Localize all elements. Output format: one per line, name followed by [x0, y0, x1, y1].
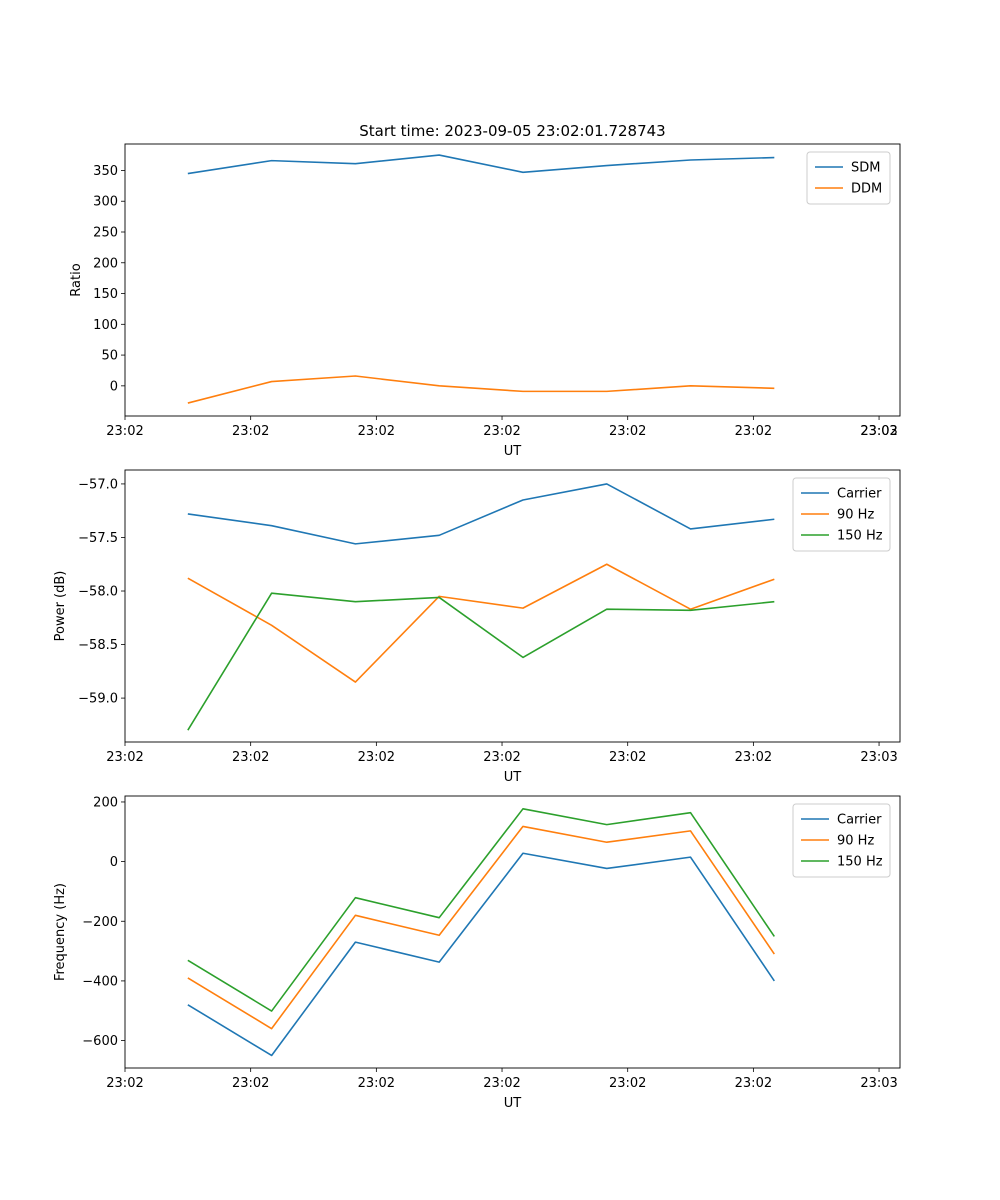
x-tick-label: 23:02	[106, 750, 143, 765]
legend-label: DDM	[851, 182, 882, 197]
series-line-150-hz	[187, 592, 775, 731]
legend-box	[792, 477, 891, 552]
legend-label: 150 Hz	[837, 855, 883, 870]
x-tick-label: 23:02	[483, 424, 520, 439]
series-line-ddm	[187, 375, 775, 404]
x-tick-label: 23:02	[609, 750, 646, 765]
x-tick-label-extra: 23:03	[860, 424, 897, 439]
series-line-sdm	[187, 154, 775, 175]
x-axis-label: UT	[504, 770, 522, 785]
y-tick-label: 50	[101, 349, 118, 364]
chart-panel-3: 23:02 23:02 23:02 23:02 23:02 23:02 23:03 −600 −…	[53, 795, 901, 1111]
x-tick-label: 23:02	[232, 1076, 269, 1091]
y-tick-label: 100	[93, 318, 118, 333]
x-tick-label: 23:02	[106, 424, 143, 439]
x-tick-label: 23:02	[735, 1076, 772, 1091]
y-tick-label: 150	[93, 287, 118, 302]
legend-box	[792, 803, 891, 878]
x-tick-label: 23:02	[483, 750, 520, 765]
x-tick-label: 23:02	[232, 750, 269, 765]
legend: SDM DDM	[806, 151, 891, 205]
y-tick-label: 0	[110, 855, 118, 870]
y-tick-label: −57.0	[78, 477, 118, 492]
y-tick-label: 200	[93, 256, 118, 271]
legend-label: Carrier	[837, 813, 882, 828]
legend-label: Carrier	[837, 487, 882, 502]
legend: Carrier 90 Hz 150 Hz	[792, 477, 891, 552]
y-tick-label: 0	[110, 379, 118, 394]
legend: Carrier 90 Hz 150 Hz	[792, 803, 891, 878]
legend-label: 150 Hz	[837, 529, 883, 544]
series-line-carrier	[187, 852, 775, 1057]
y-tick-label: −57.5	[78, 531, 118, 546]
axes-frame	[124, 469, 901, 743]
series-line-150-hz	[187, 808, 775, 1012]
y-tick-label: −200	[82, 915, 118, 930]
x-tick-label: 23:03	[860, 750, 897, 765]
axes-frame	[124, 795, 901, 1069]
x-tick-label: 23:02	[735, 750, 772, 765]
x-tick-label: 23:02	[609, 1076, 646, 1091]
x-tick-label: 23:02	[358, 424, 395, 439]
x-tick-label: 23:02	[483, 1076, 520, 1091]
y-tick-label: −58.0	[78, 585, 118, 600]
series-line-carrier	[187, 483, 775, 545]
chart-panel-1: Start time: 2023-09-05 23:02:01.728743 23…	[69, 122, 901, 459]
legend-box	[806, 151, 891, 205]
x-tick-label: 23:02	[609, 424, 646, 439]
axes-frame	[124, 143, 901, 417]
series-line-90-hz	[187, 825, 775, 1030]
chart-panel-2: 23:02 23:02 23:02 23:02 23:02 23:02 23:03 −59.0…	[53, 469, 901, 785]
y-tick-label: −600	[82, 1034, 118, 1049]
legend-label: 90 Hz	[837, 834, 874, 849]
legend-label: SDM	[851, 161, 880, 176]
y-tick-label: 250	[93, 226, 118, 241]
x-axis-label: UT	[504, 1096, 522, 1111]
x-tick-label: 23:02	[860, 424, 897, 439]
x-tick-label: 23:02	[232, 424, 269, 439]
y-axis-label: Power (dB)	[53, 571, 68, 642]
legend-label: 90 Hz	[837, 508, 874, 523]
x-tick-label: 23:02	[358, 750, 395, 765]
y-tick-label: 350	[93, 164, 118, 179]
chart-title: Start time: 2023-09-05 23:02:01.728743	[359, 122, 665, 140]
x-tick-label: 23:02	[735, 424, 772, 439]
series-line-90-hz	[187, 563, 775, 683]
y-axis-label: Frequency (Hz)	[53, 883, 68, 981]
y-tick-label: −400	[82, 974, 118, 989]
x-axis-label: UT	[504, 444, 522, 459]
y-tick-label: −59.0	[78, 692, 118, 707]
y-tick-label: 300	[93, 195, 118, 210]
x-tick-label: 23:03	[860, 1076, 897, 1091]
x-tick-label: 23:02	[358, 1076, 395, 1091]
y-axis-label: Ratio	[69, 263, 84, 296]
y-tick-label: 200	[93, 795, 118, 810]
y-tick-label: −58.5	[78, 638, 118, 653]
x-tick-label: 23:02	[106, 1076, 143, 1091]
